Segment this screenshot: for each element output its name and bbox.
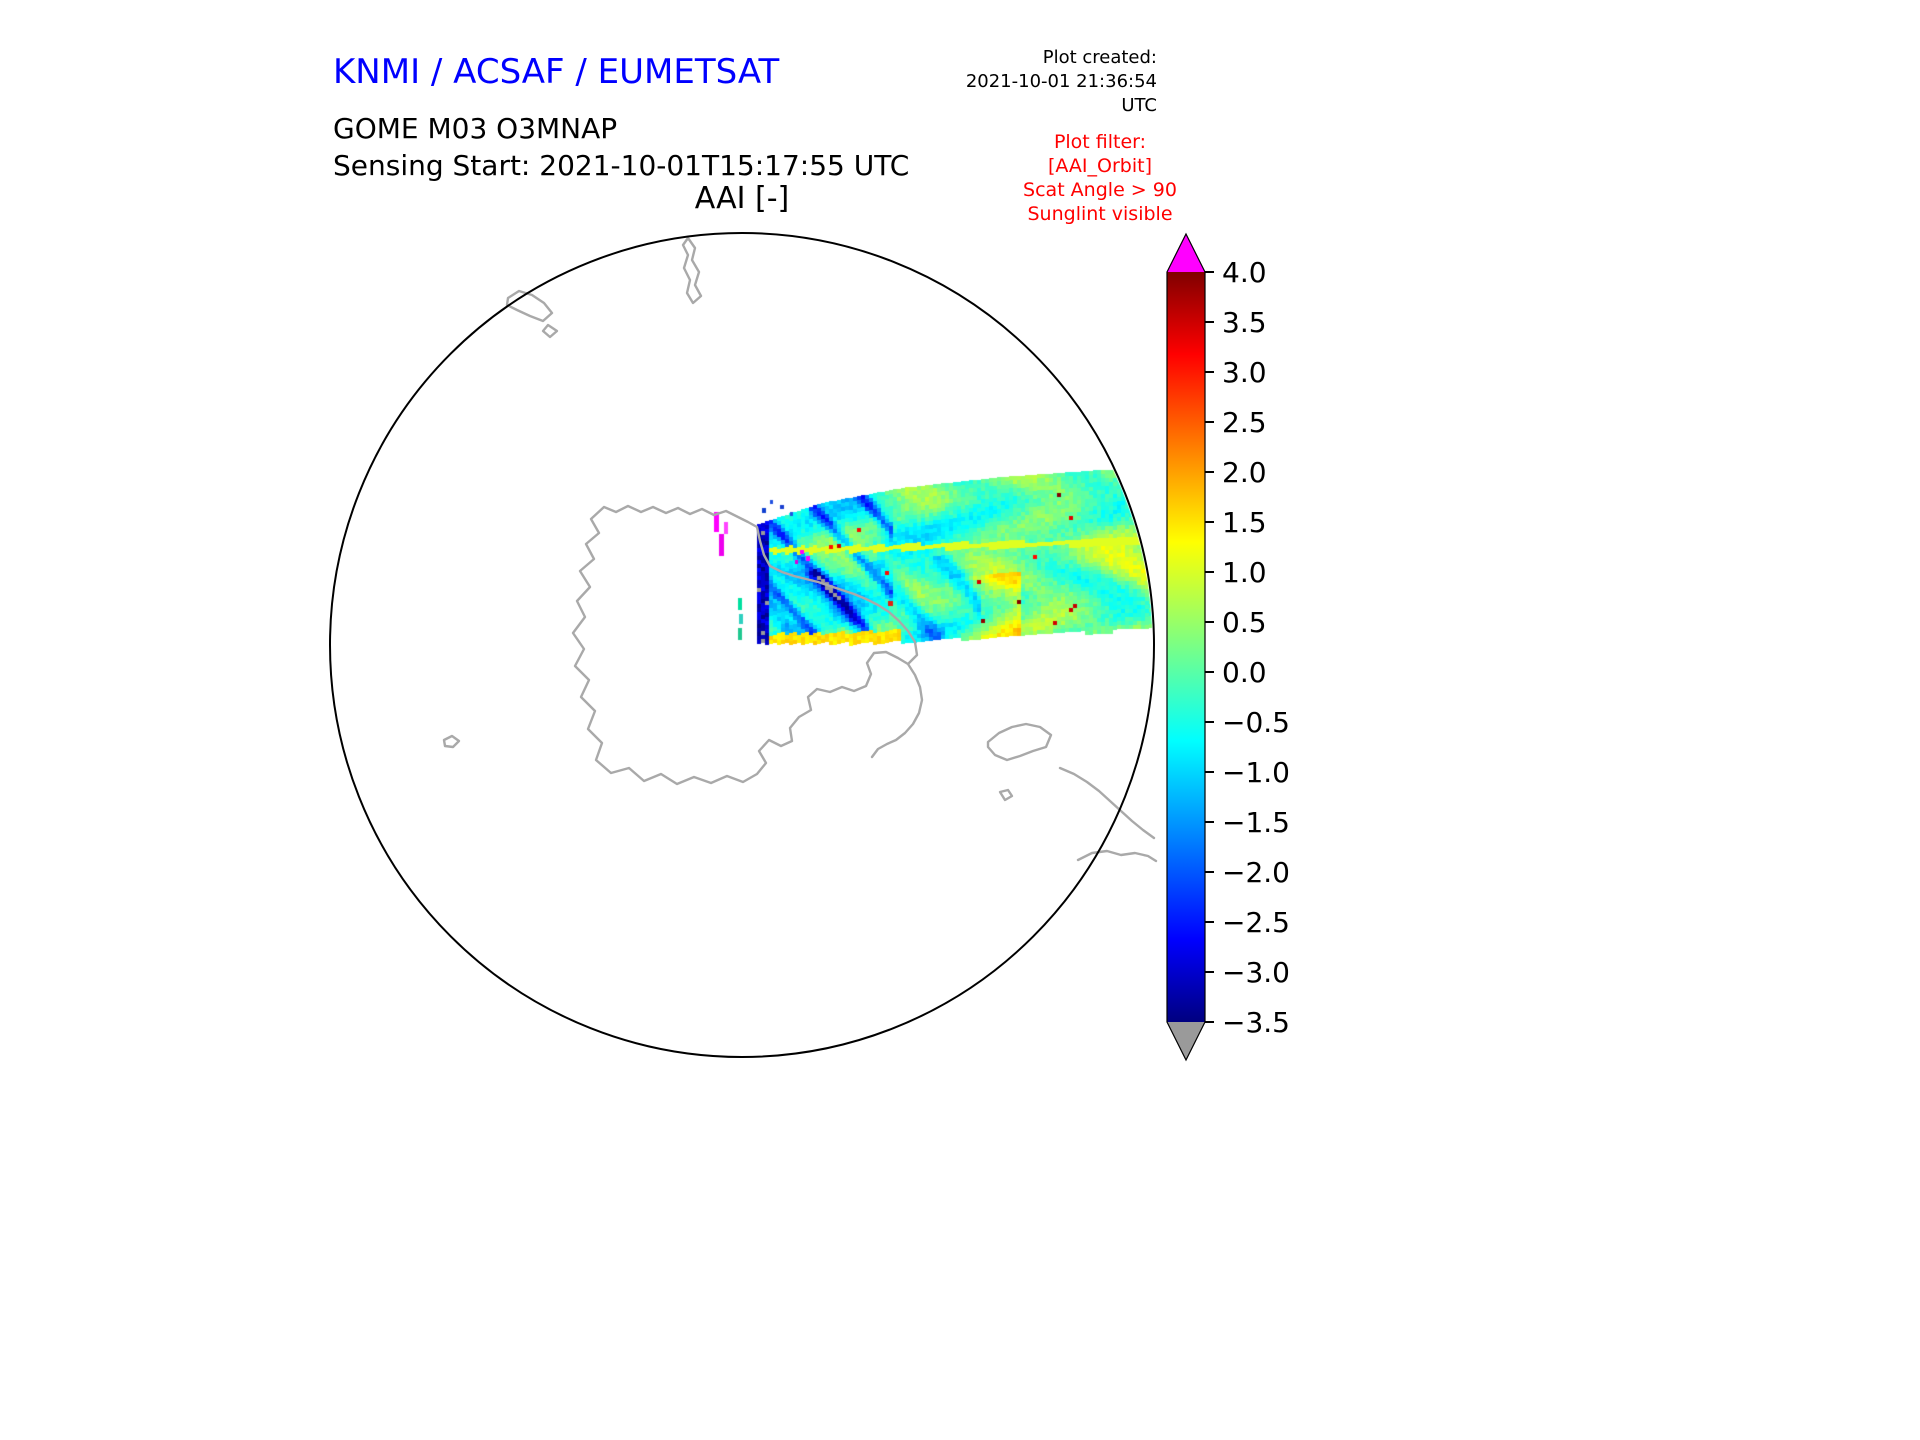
brand-title: KNMI / ACSAF / EUMETSAT <box>333 52 780 92</box>
coastline <box>681 236 703 305</box>
colorbar-tick-label: −3.5 <box>1222 1006 1290 1039</box>
colorbar-tick-label: 1.5 <box>1222 506 1267 539</box>
colorbar-tick-label: 0.5 <box>1222 606 1267 639</box>
plot-filter-line: Plot filter: <box>1053 131 1147 153</box>
colorbar-over-arrow <box>1167 234 1205 272</box>
instrument-title: GOME M03 O3MNAP <box>333 112 618 145</box>
colorbar-tick-label: 3.0 <box>1222 356 1267 389</box>
coastline <box>541 323 559 339</box>
map-title: AAI [-] <box>694 181 790 216</box>
colorbar-tick-label: 2.5 <box>1222 406 1267 439</box>
colorbar-under-arrow <box>1167 1022 1205 1060</box>
colorbar-tick-label: 2.0 <box>1222 456 1267 489</box>
colorbar-tick-label: 4.0 <box>1222 256 1267 289</box>
map-boundary-circle <box>329 232 1155 1058</box>
colorbar-tick-label: −1.0 <box>1222 756 1290 789</box>
plot-created-label: Plot created: <box>1042 47 1157 68</box>
coastline <box>571 504 919 786</box>
plot-filter-line: Sunglint visible <box>1027 203 1173 225</box>
colorbar-tick-label: 3.5 <box>1222 306 1267 339</box>
plot-created-time: 2021-10-01 21:36:54 UTC <box>965 71 1157 116</box>
coastline <box>1058 766 1156 840</box>
plot-filter-line: Scat Angle > 90 <box>1023 179 1177 201</box>
colorbar-tick-label: −2.0 <box>1222 856 1290 889</box>
colorbar-gradient <box>1167 272 1205 1022</box>
plot-filter: Plot filter: [AAI_Orbit] Scat Angle > 90 Su… <box>985 130 1215 226</box>
plot-filter-line: [AAI_Orbit] <box>1047 155 1152 177</box>
coastline <box>870 662 924 759</box>
colorbar-tick-label: 0.0 <box>1222 656 1267 689</box>
coastline <box>442 734 461 749</box>
colorbar-tick-label: −1.5 <box>1222 806 1290 839</box>
colorbar-tick-label: 1.0 <box>1222 556 1267 589</box>
coastline <box>986 722 1053 762</box>
colorbar-tick-label: −2.5 <box>1222 906 1290 939</box>
coastline <box>998 788 1014 802</box>
coastline <box>505 289 554 323</box>
sensing-start: Sensing Start: 2021-10-01T15:17:55 UTC <box>333 149 910 182</box>
plot-created-block: Plot created: 2021-10-01 21:36:54 UTC <box>935 46 1157 118</box>
colorbar-tick-label: −3.0 <box>1222 956 1290 989</box>
coastline <box>1076 849 1158 863</box>
colorbar-tick-label: −0.5 <box>1222 706 1290 739</box>
